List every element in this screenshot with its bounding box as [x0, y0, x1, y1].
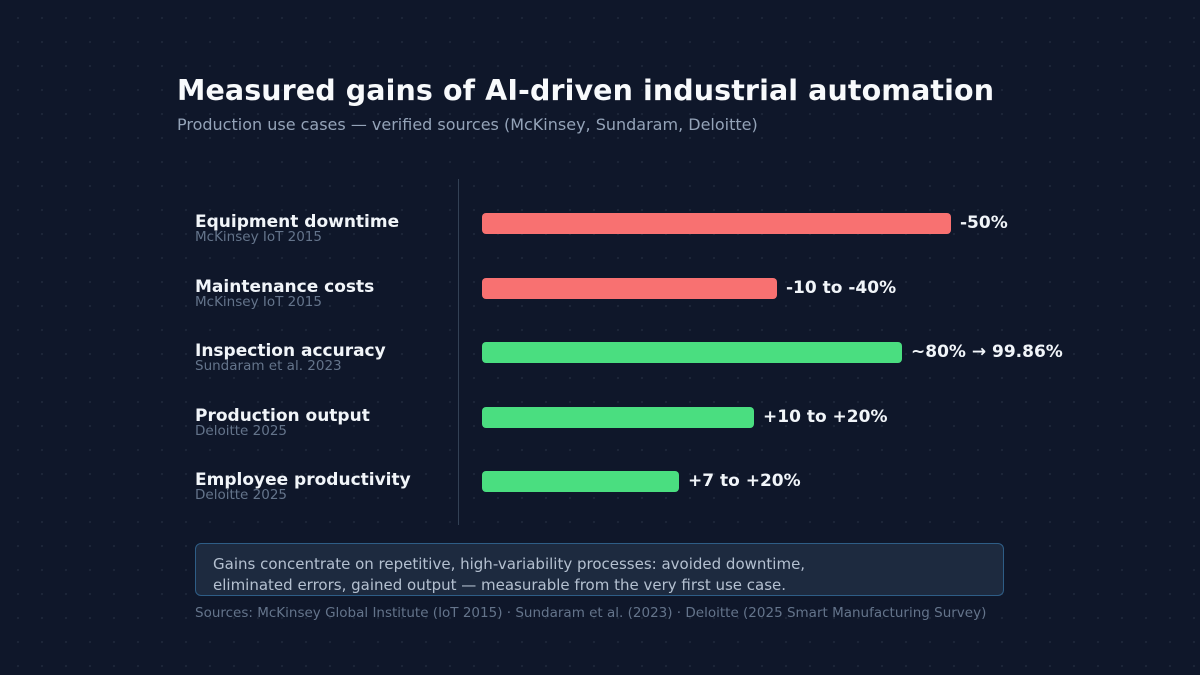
value-label: +7 to +20% [688, 471, 801, 491]
category-label: Equipment downtime [195, 212, 400, 232]
category-label: Employee productivity [195, 470, 411, 490]
category-label: Inspection accuracy [195, 341, 386, 361]
value-label: ~80% → 99.86% [911, 342, 1063, 362]
value-label: +10 to +20% [763, 406, 888, 427]
bar [482, 406, 754, 428]
category-source: Deloitte 2025 [195, 422, 288, 439]
category-label: Maintenance costs [195, 276, 375, 297]
bar [482, 471, 679, 492]
chart-subtitle: Production use cases — verified sources … [177, 115, 758, 134]
sources-footnote: Sources: McKinsey Global Institute (IoT … [195, 605, 987, 621]
value-label: -10 to -40% [786, 277, 897, 298]
insight-note: Gains concentrate on repetitive, high-va… [195, 543, 1004, 596]
category-source: McKinsey IoT 2015 [195, 293, 322, 310]
bar [482, 277, 777, 299]
note-line-2: eliminated errors, gained output — measu… [213, 576, 787, 594]
chart-title: Measured gains of AI-driven industrial a… [177, 74, 995, 107]
note-line-1: Gains concentrate on repetitive, high-va… [213, 555, 806, 573]
bar [482, 213, 951, 234]
bar [482, 342, 902, 363]
axis-divider [458, 179, 459, 525]
value-label: -50% [960, 213, 1008, 233]
category-source: McKinsey IoT 2015 [195, 229, 322, 245]
category-source: Sundaram et al. 2023 [195, 358, 342, 374]
category-label: Production output [195, 405, 370, 426]
category-source: Deloitte 2025 [195, 487, 288, 503]
